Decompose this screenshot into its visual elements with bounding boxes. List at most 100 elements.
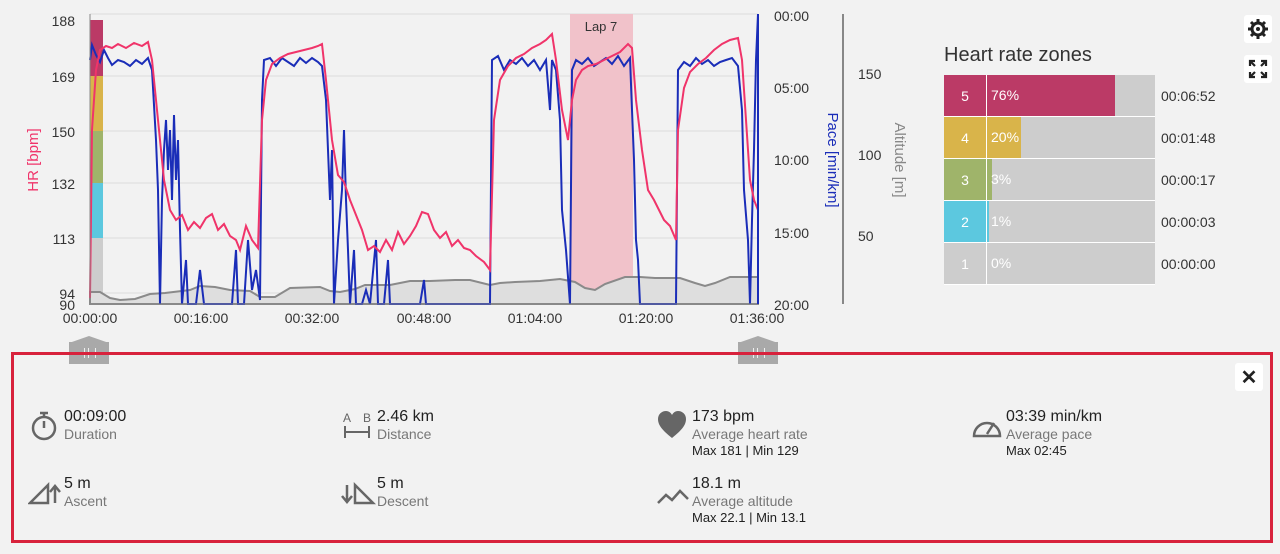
heart-rate-stat: 173 bpm Average heart rate Max 181 | Min… [656, 408, 808, 460]
chart-svg: Lap 7 188 169 150 132 113 94 90 HR [bpm]… [25, 8, 908, 326]
zone-row: 2 1% 00:00:03 [944, 201, 1274, 243]
zone-row: 3 3% 00:00:17 [944, 159, 1274, 201]
pace-max: Max 02:45 [1006, 443, 1067, 458]
range-handle-cap-right [738, 336, 778, 343]
zone-row: 1 0% 00:00:00 [944, 243, 1274, 285]
distance-label: Distance [377, 426, 432, 442]
zone-number: 1 [944, 243, 986, 285]
mountain-icon [657, 489, 689, 504]
distance-icon-b: B [363, 411, 371, 425]
selection-stats-panel [11, 352, 1273, 543]
descent-icon [341, 481, 377, 505]
zone-fill [987, 159, 993, 200]
zone-row: 5 76% 00:06:52 [944, 75, 1274, 117]
heart-rate-range: Max 181 | Min 129 [692, 443, 799, 458]
zone-band-2 [90, 183, 103, 238]
altitude-value: 18.1 m [692, 475, 741, 492]
zone-number: 3 [944, 159, 986, 201]
pace-line [89, 13, 759, 305]
zone-number: 2 [944, 201, 986, 243]
time-tick: 00:32:00 [285, 310, 340, 326]
pace-axis-label: Pace [min/km] [824, 112, 841, 207]
zone-number: 4 [944, 117, 986, 159]
time-tick: 01:36:00 [730, 310, 785, 326]
altitude-range: Max 22.1 | Min 13.1 [692, 510, 806, 525]
zone-bar: 20% [986, 117, 1155, 159]
hr-tick: 132 [52, 176, 76, 192]
duration-label: Duration [64, 426, 117, 442]
pace-tick: 15:00 [774, 225, 809, 241]
zone-percent: 0% [991, 255, 1012, 271]
time-tick: 00:48:00 [397, 310, 452, 326]
hr-tick: 169 [52, 69, 76, 85]
settings-button[interactable] [1244, 15, 1272, 43]
duration-value: 00:09:00 [64, 408, 127, 425]
distance-stat: A B 2.46 km Distance [341, 408, 434, 444]
hr-axis-label: HR [bpm] [25, 128, 42, 191]
pace-tick: 20:00 [774, 297, 809, 313]
lap-highlight[interactable] [570, 14, 633, 304]
zone-time: 00:01:48 [1161, 130, 1216, 146]
ascent-value: 5 m [64, 475, 91, 492]
hr-tick: 94 [59, 286, 75, 302]
lap-label: Lap 7 [585, 19, 618, 34]
zone-bar: 0% [986, 243, 1155, 285]
zones-title: Heart rate zones [944, 44, 1092, 66]
zone-percent: 76% [991, 87, 1020, 103]
hr-line [89, 31, 759, 299]
descent-label: Descent [377, 493, 429, 509]
zone-bar: 3% [986, 159, 1155, 201]
speedometer-icon [972, 421, 1002, 438]
zone-time: 00:00:00 [1161, 256, 1216, 272]
altitude-label: Average altitude [692, 493, 793, 509]
zone-bar: 1% [986, 201, 1155, 243]
altitude-stat: 18.1 m Average altitude Max 22.1 | Min 1… [656, 475, 806, 527]
zone-bar: 76% [986, 75, 1155, 117]
activity-chart[interactable]: Lap 7 188 169 150 132 113 94 90 HR [bpm]… [0, 0, 930, 370]
pace-label: Average pace [1006, 426, 1093, 442]
duration-stat: 00:09:00 Duration [28, 408, 126, 444]
hr-tick: 113 [53, 231, 76, 247]
time-tick: 00:16:00 [174, 310, 229, 326]
close-button[interactable]: ✕ [1235, 363, 1263, 391]
range-handle-cap-left [69, 336, 109, 343]
distance-a-b-icon: A B [343, 411, 371, 438]
zone-band-1 [90, 238, 103, 304]
heart-rate-label: Average heart rate [692, 426, 808, 442]
altitude-tick: 150 [858, 66, 882, 82]
hr-tick: 150 [52, 124, 76, 140]
ascent-label: Ascent [64, 493, 107, 509]
heart-icon [658, 411, 686, 438]
zone-number: 5 [944, 75, 986, 117]
zone-time: 00:00:17 [1161, 172, 1216, 188]
zone-row: 4 20% 00:01:48 [944, 117, 1274, 159]
gear-icon [1248, 19, 1268, 39]
pace-stat: 03:39 min/km Average pace Max 02:45 [970, 408, 1102, 460]
hr-tick: 188 [52, 13, 76, 29]
pace-tick: 05:00 [774, 80, 809, 96]
ascent-icon [28, 481, 61, 505]
time-tick: 01:20:00 [619, 310, 674, 326]
zone-percent: 20% [991, 129, 1020, 145]
zone-fill [987, 201, 989, 242]
distance-value: 2.46 km [377, 408, 434, 425]
ascent-stat: 5 m Ascent [28, 475, 107, 511]
zone-percent: 3% [991, 171, 1012, 187]
pace-value: 03:39 min/km [1006, 408, 1103, 425]
altitude-axis-label: Altitude [m] [891, 122, 908, 197]
descent-value: 5 m [377, 475, 404, 492]
heart-rate-zones: Heart rate zones 5 76% 00:06:52 4 20% 00… [944, 44, 1274, 285]
altitude-tick: 50 [858, 228, 874, 244]
expand-icon [1248, 59, 1268, 79]
time-tick: 01:04:00 [508, 310, 563, 326]
altitude-tick: 100 [858, 147, 882, 163]
zone-band-3 [90, 131, 103, 183]
fullscreen-button[interactable] [1244, 55, 1272, 83]
stopwatch-icon [31, 411, 57, 441]
descent-stat: 5 m Descent [341, 475, 428, 511]
heart-rate-value: 173 bpm [692, 408, 755, 425]
time-tick: 00:00:00 [63, 310, 118, 326]
zone-fill [987, 117, 1021, 158]
pace-tick: 10:00 [774, 152, 809, 168]
distance-icon-a: A [343, 411, 351, 425]
